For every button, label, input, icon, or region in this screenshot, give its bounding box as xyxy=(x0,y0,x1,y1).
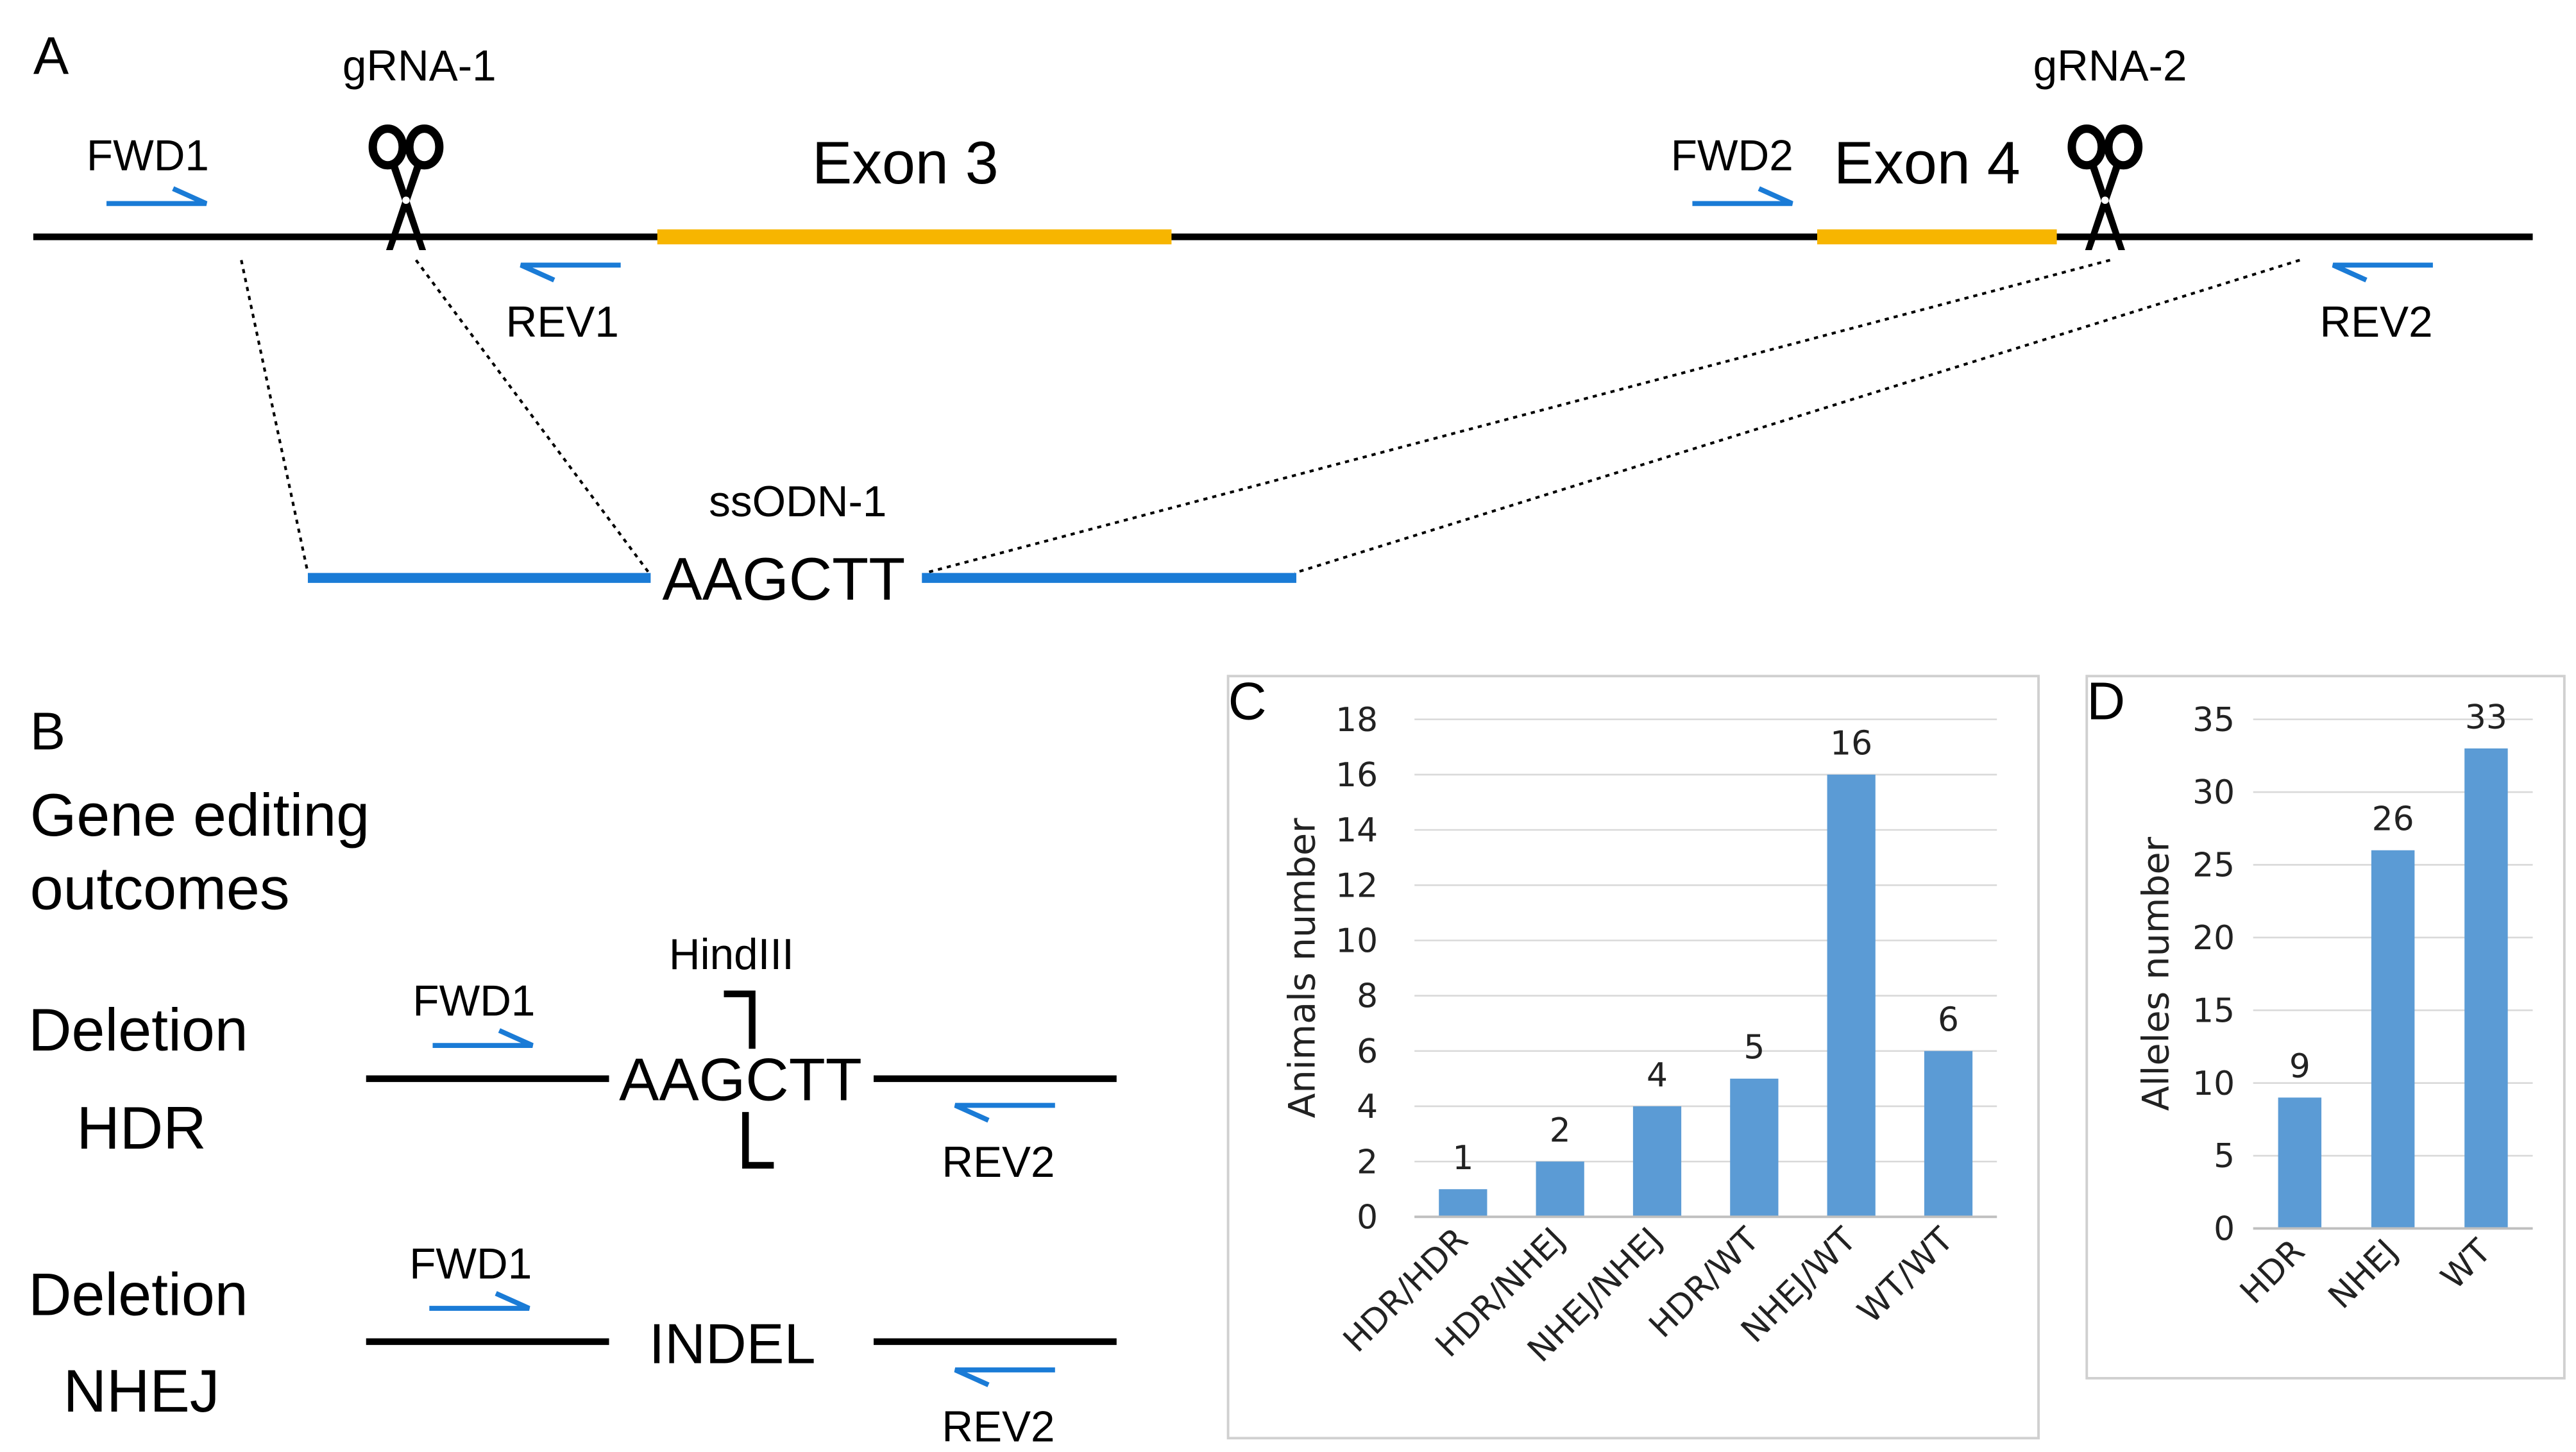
scissors-icon xyxy=(2072,129,2139,250)
nhej-outcome-line2: NHEJ xyxy=(64,1357,220,1424)
chart-c-data-label: 4 xyxy=(1647,1056,1668,1095)
scissors-icon xyxy=(373,129,439,250)
nhej-rev2-label: REV2 xyxy=(942,1403,1055,1451)
chart-d-data-label: 9 xyxy=(2289,1047,2310,1086)
panel-c-label: C xyxy=(1228,671,1267,731)
chart-d-y-tick: 30 xyxy=(2192,773,2235,812)
chart-d-bar xyxy=(2278,1097,2322,1229)
hdr-site: AAGCTT xyxy=(619,1046,862,1113)
chart-c-y-tick: 6 xyxy=(1357,1033,1378,1071)
chart-c-frame xyxy=(1226,675,2040,1440)
hdr-rev2-arrow xyxy=(954,1102,1055,1123)
chart-c-data-label: 2 xyxy=(1550,1111,1571,1150)
chart-c-bar xyxy=(1924,1051,1973,1217)
chart-d-y-label: Alleles number xyxy=(2135,836,2177,1111)
chart-d-category-label: NHEJ xyxy=(2321,1232,2405,1316)
chart-d-plot: 0 5 10 15 20 25 30 35 Alleles number 9 HDR 26 NHEJ 33… xyxy=(2135,698,2533,1317)
chart-c-data-label: 1 xyxy=(1452,1139,1473,1178)
exon-4-label: Exon 4 xyxy=(1834,129,2021,196)
chart-d-bar xyxy=(2371,850,2415,1229)
chart-c-data-label: 5 xyxy=(1743,1029,1765,1067)
chart-c-bar xyxy=(1827,774,1876,1217)
hindiii-label: HindIII xyxy=(669,931,794,979)
nhej-indel: INDEL xyxy=(649,1312,816,1376)
chart-c-y-tick: 16 xyxy=(1335,756,1378,795)
chart-c-data-label: 6 xyxy=(1938,1001,1959,1040)
chart-d-y-tick: 10 xyxy=(2192,1065,2235,1103)
ssodn-label: ssODN-1 xyxy=(709,478,886,526)
hdr-outcome-line2: HDR xyxy=(76,1094,206,1161)
hdr-rev2-label: REV2 xyxy=(942,1138,1055,1186)
chart-c-y-tick: 8 xyxy=(1357,977,1378,1016)
chart-d-y-tick: 25 xyxy=(2192,847,2235,885)
hdr-fwd1-label: FWD1 xyxy=(412,977,535,1025)
grna-1-label: gRNA-1 xyxy=(343,42,496,90)
primer-fwd2-label: FWD2 xyxy=(1671,131,1793,180)
panel-b: B Gene editing outcomes Deletion HDR FWD… xyxy=(28,701,1117,1451)
chart-d-bar xyxy=(2464,748,2508,1229)
chart-c-y-tick: 0 xyxy=(1357,1198,1378,1237)
nhej-rev2-arrow xyxy=(954,1367,1055,1387)
hindiii-cut-bottom xyxy=(742,1111,774,1169)
panel-d: D 0 5 10 15 20 25 30 35 Alleles number 9 HDR 26 NHEJ… xyxy=(2085,671,2566,1380)
primer-rev1-arrow xyxy=(520,262,621,283)
chart-c-y-tick: 18 xyxy=(1335,701,1378,739)
chart-d-y-tick: 35 xyxy=(2192,701,2235,739)
chart-d-data-label: 26 xyxy=(2372,800,2414,839)
panel-b-title-line1: Gene editing xyxy=(30,781,370,848)
nhej-outcome-line1: Deletion xyxy=(28,1260,248,1328)
chart-d-y-tick: 5 xyxy=(2214,1137,2235,1176)
primer-rev2-arrow xyxy=(2332,262,2433,283)
exon-3-label: Exon 3 xyxy=(812,129,999,196)
primer-fwd2-arrow xyxy=(1692,186,1793,207)
panel-b-label: B xyxy=(30,701,65,761)
chart-c-category-label: WT/WT xyxy=(1851,1220,1961,1331)
chart-c-y-tick: 12 xyxy=(1335,866,1378,905)
primer-rev1-label: REV1 xyxy=(506,298,619,346)
hindiii-cut-top xyxy=(724,990,756,1049)
primer-fwd1-arrow xyxy=(106,186,208,207)
chart-d-data-label: 33 xyxy=(2465,698,2507,737)
chart-c-bar xyxy=(1632,1106,1682,1217)
chart-c-y-label: Animals number xyxy=(1282,818,1324,1119)
grna-2-label: gRNA-2 xyxy=(2033,42,2187,90)
nhej-fwd1-arrow xyxy=(429,1291,530,1311)
chart-c-y-tick: 14 xyxy=(1335,811,1378,850)
chart-c-bar xyxy=(1730,1078,1779,1217)
panel-b-title-line2: outcomes xyxy=(30,854,290,922)
chart-d-y-tick: 0 xyxy=(2214,1210,2235,1249)
chart-c-data-label: 16 xyxy=(1830,725,1872,763)
chart-d-category-label: WT xyxy=(2434,1232,2498,1297)
chart-d-category-label: HDR xyxy=(2233,1232,2312,1312)
ssodn-site: AAGCTT xyxy=(663,545,906,612)
primer-fwd1-label: FWD1 xyxy=(87,131,209,180)
nhej-fwd1-label: FWD1 xyxy=(409,1240,532,1288)
chart-c-y-tick: 2 xyxy=(1357,1143,1378,1181)
chart-c-bar xyxy=(1439,1189,1487,1217)
chart-d-y-tick: 15 xyxy=(2192,992,2235,1030)
chart-d-y-tick: 20 xyxy=(2192,919,2235,958)
panel-a-label: A xyxy=(33,26,69,85)
chart-c-y-tick: 4 xyxy=(1357,1088,1378,1126)
panel-a: A Exon 3 Exon 4 gRNA-1 gRNA-2 FWD1 REV1 … xyxy=(33,26,2533,612)
chart-c-bar xyxy=(1536,1161,1584,1217)
homology-connectors xyxy=(240,258,2300,575)
chart-d-frame xyxy=(2085,675,2566,1380)
primer-rev2-label: REV2 xyxy=(2319,298,2432,346)
panel-d-label: D xyxy=(2087,671,2125,731)
hdr-fwd1-arrow xyxy=(432,1028,534,1048)
chart-c-y-tick: 10 xyxy=(1335,922,1378,961)
hdr-outcome-line1: Deletion xyxy=(28,996,248,1063)
